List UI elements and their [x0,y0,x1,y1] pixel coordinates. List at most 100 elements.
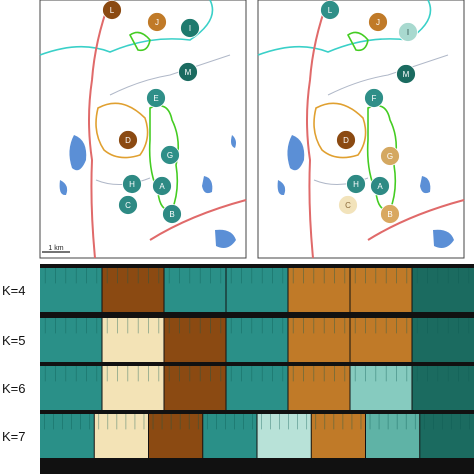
site-marker-F: F [364,88,384,108]
cluster-block [40,414,95,458]
site-label: L [110,6,115,15]
site-marker-L: L [320,0,340,20]
cluster-block [288,268,350,312]
green-boundary [128,31,151,52]
lake [69,135,87,171]
site-marker-H: H [122,174,142,194]
site-label: A [377,182,383,191]
structure-plot: K=4 K=5 K=6 K=7 [2,264,474,474]
site-marker-G: G [380,146,400,166]
structure-row: K=4 [2,268,474,312]
road-line [367,199,465,241]
site-marker-M: M [396,64,416,84]
cluster-block [226,318,288,362]
orange-boundary [95,102,149,159]
site-marker-J: J [368,12,388,32]
green-boundary [346,31,369,52]
cluster-block [419,414,474,458]
k-label: K=5 [2,333,26,348]
site-label: B [169,210,174,219]
site-marker-E: E [146,88,166,108]
cluster-block [40,318,102,362]
site-marker-I: I [398,22,418,42]
k-label: K=7 [2,429,26,444]
cyan-boundary [257,0,432,56]
site-label: J [376,18,380,27]
site-marker-G: G [160,145,180,165]
site-marker-H: H [346,174,366,194]
cluster-block [257,414,312,458]
site-label: D [125,136,131,145]
site-label: D [343,136,349,145]
site-marker-A: A [152,176,172,196]
structure-row: K=7 [2,414,474,458]
map-panel-right: L J I M F D G H A C B [257,0,465,259]
cluster-block [226,366,288,410]
cluster-block [350,366,412,410]
cluster-block [102,268,164,312]
cluster-block [288,318,350,362]
site-marker-D: D [336,130,356,150]
cluster-block [365,414,420,458]
site-marker-D: D [118,130,138,150]
site-label: L [328,6,333,15]
site-label: I [189,24,191,33]
lake [433,229,454,248]
site-label: I [407,28,409,37]
site-marker-L: L [102,0,122,20]
site-marker-I: I [180,18,200,38]
cluster-block [412,268,474,312]
cluster-block [202,414,257,458]
site-marker-C: C [118,195,138,215]
cluster-block [40,268,102,312]
k-label: K=6 [2,381,26,396]
site-label: C [345,201,351,210]
cluster-block [40,366,102,410]
site-marker-M: M [178,62,198,82]
cyan-boundary [39,0,214,56]
site-label: C [125,201,131,210]
cluster-block [412,318,474,362]
structure-row: K=6 [2,366,474,410]
site-label: J [155,18,159,27]
k-label: K=4 [2,283,26,298]
site-marker-C: C [338,195,358,215]
stream-line [327,54,449,96]
site-label: G [167,151,173,160]
cluster-block [94,414,149,458]
site-label: H [129,180,135,189]
road-line [149,199,247,241]
cluster-block [164,268,226,312]
site-label: G [387,152,393,161]
stream-line [109,54,231,96]
scale-label: 1 km [48,245,63,252]
lake [277,180,286,196]
cluster-block [350,268,412,312]
stream-line [95,177,151,185]
site-label: B [387,210,392,219]
river-line [306,0,329,259]
cluster-block [164,366,226,410]
cluster-block [102,318,164,362]
site-label: A [159,182,165,191]
lake [59,180,68,196]
river-line [88,0,111,259]
map-panel-left: 1 km L J I M E D G H A C B [39,0,247,259]
site-marker-J: J [147,12,167,32]
cluster-block [164,318,226,362]
cluster-block [102,366,164,410]
site-label: M [403,70,410,79]
site-label: F [372,94,377,103]
lake [202,176,213,194]
site-label: H [353,180,359,189]
lake [287,135,305,171]
cluster-block [311,414,366,458]
lake [215,229,236,248]
site-marker-B: B [162,204,182,224]
lake [231,135,236,148]
site-marker-A: A [370,176,390,196]
cluster-block [350,318,412,362]
cluster-block [148,414,203,458]
site-label: M [185,68,192,77]
